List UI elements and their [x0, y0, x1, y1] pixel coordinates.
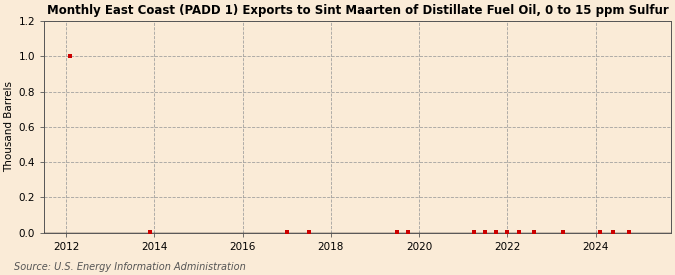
- Point: [144, 230, 155, 234]
- Point: [304, 230, 315, 234]
- Point: [595, 230, 605, 234]
- Point: [491, 230, 502, 234]
- Point: [502, 230, 513, 234]
- Title: Monthly East Coast (PADD 1) Exports to Sint Maarten of Distillate Fuel Oil, 0 to: Monthly East Coast (PADD 1) Exports to S…: [47, 4, 668, 17]
- Y-axis label: Thousand Barrels: Thousand Barrels: [4, 81, 14, 172]
- Point: [513, 230, 524, 234]
- Point: [624, 230, 634, 234]
- Point: [608, 230, 619, 234]
- Point: [392, 230, 402, 234]
- Point: [558, 230, 568, 234]
- Point: [480, 230, 491, 234]
- Point: [281, 230, 292, 234]
- Point: [529, 230, 539, 234]
- Point: [403, 230, 414, 234]
- Text: Source: U.S. Energy Information Administration: Source: U.S. Energy Information Administ…: [14, 262, 245, 272]
- Point: [469, 230, 480, 234]
- Point: [64, 54, 75, 59]
